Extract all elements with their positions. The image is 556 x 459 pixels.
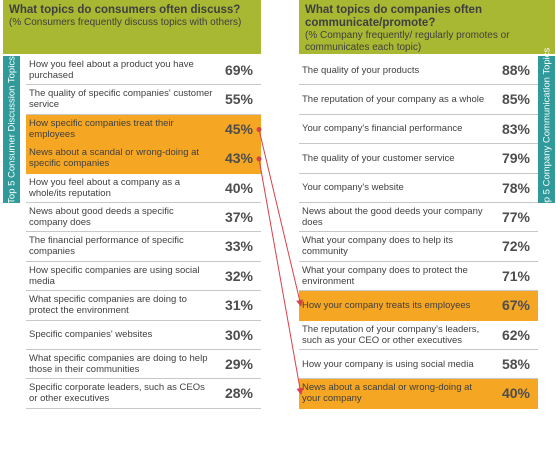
table-row: Specific corporate leaders, such as CEOs… bbox=[26, 379, 261, 409]
table-row: News about good deeds a specific company… bbox=[26, 203, 261, 233]
comparison-arrow bbox=[258, 158, 304, 396]
consumer-header: What topics do consumers often discuss? … bbox=[3, 0, 261, 54]
row-label: How you feel about a company as a whole/… bbox=[29, 176, 181, 199]
table-row: The quality of your customer service 79% bbox=[299, 144, 538, 174]
row-label: News about a scandal or wrong-doing at s… bbox=[29, 147, 200, 170]
row-value: 33% bbox=[224, 238, 253, 255]
row-label: How your company treats its employees bbox=[302, 299, 471, 311]
company-header: What topics do companies often communica… bbox=[299, 0, 555, 54]
table-row: News about a scandal or wrong-doing at y… bbox=[299, 379, 538, 409]
row-label: News about a scandal or wrong-doing at y… bbox=[302, 382, 473, 405]
row-label: News about good deeds a specific company… bbox=[29, 206, 174, 228]
table-row: Specific companies' websites 30% bbox=[26, 321, 261, 350]
table-row: What your company does to help its commu… bbox=[299, 232, 538, 262]
table-row: The financial performance of specific co… bbox=[26, 232, 261, 262]
consumer-subtitle: (% Consumers frequently discuss topics w… bbox=[9, 17, 242, 28]
row-value: 67% bbox=[501, 297, 530, 314]
row-value: 78% bbox=[501, 179, 530, 196]
row-value: 62% bbox=[501, 326, 530, 343]
row-label: Your company's website bbox=[302, 182, 404, 194]
row-value: 83% bbox=[501, 120, 530, 137]
row-label: What your company does to help its commu… bbox=[302, 235, 454, 258]
row-label: The quality of your customer service bbox=[302, 152, 455, 164]
table-row: Your company's financial performance 83% bbox=[299, 115, 538, 145]
consumer-topics-panel: What topics do consumers often discuss? … bbox=[3, 0, 261, 409]
row-value: 69% bbox=[224, 62, 253, 78]
company-topics-panel: What topics do companies often communica… bbox=[299, 0, 555, 409]
row-label: Specific companies' websites bbox=[29, 329, 153, 341]
row-value: 77% bbox=[501, 209, 530, 225]
consumer-side-bar: Top 5 Consumer Discussion Topics bbox=[3, 56, 20, 203]
row-value: 30% bbox=[224, 326, 253, 343]
comparison-arrow bbox=[258, 129, 304, 307]
table-row: News about a scandal or wrong-doing at s… bbox=[26, 144, 261, 174]
company-subtitle: (% Company frequently/ regularly promote… bbox=[305, 30, 510, 53]
table-row: What specific companies are doing to hel… bbox=[26, 350, 261, 380]
row-value: 72% bbox=[501, 238, 530, 255]
company-title: What topics do companies often communica… bbox=[305, 4, 482, 29]
table-row: How your company treats its employees 67% bbox=[299, 291, 538, 321]
table-row: The reputation of your company's leaders… bbox=[299, 321, 538, 350]
table-row: How specific companies are using social … bbox=[26, 262, 261, 292]
table-row: What specific companies are doing to pro… bbox=[26, 291, 261, 321]
row-value: 28% bbox=[224, 385, 253, 402]
row-label: What specific companies are doing to pro… bbox=[29, 294, 187, 317]
row-value: 88% bbox=[501, 62, 530, 78]
row-value: 43% bbox=[224, 150, 253, 167]
row-label: Your company's financial performance bbox=[302, 123, 463, 135]
table-row: The quality of specific companies' custo… bbox=[26, 85, 261, 115]
table-row: Your company's website 78% bbox=[299, 174, 538, 203]
company-side-label: Top 5 Company Communication Topics bbox=[541, 47, 552, 212]
row-label: Specific corporate leaders, such as CEOs… bbox=[29, 382, 205, 405]
row-label: The financial performance of specific co… bbox=[29, 235, 184, 258]
row-label: The quality of specific companies' custo… bbox=[29, 88, 213, 111]
row-label: What your company does to protect the en… bbox=[302, 264, 468, 287]
company-side-bar: Top 5 Company Communication Topics bbox=[538, 47, 555, 212]
row-value: 40% bbox=[501, 385, 530, 402]
table-row: How specific companies treat their emplo… bbox=[26, 114, 261, 145]
row-label: How specific companies are using social … bbox=[29, 264, 200, 287]
table-row: News about the good deeds your company d… bbox=[299, 203, 538, 233]
table-row: How your company is using social media 58… bbox=[299, 350, 538, 380]
row-value: 71% bbox=[501, 267, 530, 284]
row-label: How your company is using social media bbox=[302, 358, 474, 370]
row-label: How specific companies treat their emplo… bbox=[29, 117, 174, 140]
row-label: What specific companies are doing to hel… bbox=[29, 353, 208, 375]
consumer-side-label: Top 5 Consumer Discussion Topics bbox=[6, 55, 17, 204]
row-value: 37% bbox=[224, 209, 253, 225]
table-row: The reputation of your company as a whol… bbox=[299, 85, 538, 115]
row-label: News about the good deeds your company d… bbox=[302, 206, 483, 228]
row-value: 58% bbox=[501, 356, 530, 372]
consumer-title: What topics do consumers often discuss? bbox=[9, 4, 241, 16]
row-value: 45% bbox=[224, 120, 253, 137]
row-label: The reputation of your company's leaders… bbox=[302, 323, 480, 346]
table-row: The quality of your products 88% bbox=[299, 56, 538, 86]
row-value: 31% bbox=[224, 297, 253, 314]
row-label: How you feel about a product you have pu… bbox=[29, 59, 194, 81]
row-value: 40% bbox=[224, 179, 253, 196]
row-value: 29% bbox=[224, 356, 253, 372]
row-value: 55% bbox=[224, 91, 253, 108]
row-value: 79% bbox=[501, 150, 530, 167]
row-label: The reputation of your company as a whol… bbox=[302, 93, 485, 105]
row-label: The quality of your products bbox=[302, 64, 420, 76]
table-row: How you feel about a company as a whole/… bbox=[26, 174, 261, 203]
row-value: 32% bbox=[224, 267, 253, 284]
row-value: 85% bbox=[501, 91, 530, 108]
table-row: How you feel about a product you have pu… bbox=[26, 56, 261, 86]
table-row: What your company does to protect the en… bbox=[299, 262, 538, 292]
